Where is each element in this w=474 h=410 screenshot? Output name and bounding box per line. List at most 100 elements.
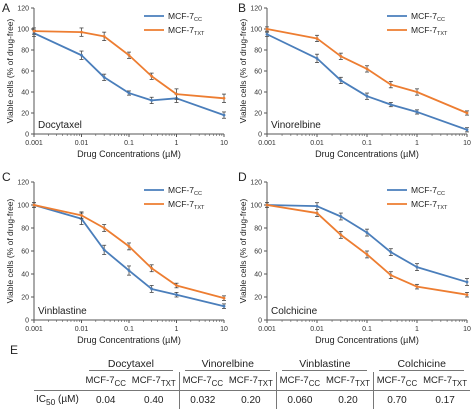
y-tick-label: 100 <box>250 27 262 34</box>
y-tick-label: 40 <box>21 90 29 97</box>
data-point-txt <box>127 245 131 248</box>
data-point-txt <box>222 296 226 300</box>
data-point-cc <box>175 293 178 297</box>
data-point-txt <box>222 96 226 100</box>
data-point-cc <box>365 231 369 235</box>
data-point-cc <box>339 79 343 82</box>
data-point-txt <box>175 284 178 287</box>
data-point-cc <box>315 204 319 208</box>
ic50-value: 0.032 <box>178 390 226 409</box>
cell-header: MCF-7CC <box>82 372 129 391</box>
data-point-cc <box>102 248 106 252</box>
data-point-cc <box>415 265 419 269</box>
series-line-cc <box>266 204 468 283</box>
x-tick-label: 1 <box>175 326 179 333</box>
ic50-table: Docytaxel Vinorelbine Vinblastine Colchi… <box>34 356 470 409</box>
x-tick-label: 1 <box>175 140 179 147</box>
data-point-txt <box>265 203 269 207</box>
panel-letter: C <box>2 170 11 184</box>
ic50-value: 0.40 <box>144 394 164 406</box>
y-tick-label: 60 <box>21 249 29 256</box>
data-point-txt <box>465 111 469 115</box>
data-point-cc <box>127 269 131 272</box>
panel-letter-e: E <box>10 343 19 357</box>
legend-label-txt: MCF-7TXT <box>411 199 448 211</box>
y-tick-label: 100 <box>17 203 29 210</box>
drug-header-docytaxel: Docytaxel <box>83 356 180 372</box>
y-axis-title: Viable cells (% of drug-free) <box>238 18 248 123</box>
y-tick-label: 0 <box>25 318 29 325</box>
y-tick-label: 80 <box>21 48 29 55</box>
cell-line-header-row: MCF-7CC MCF-7TXT MCF-7CC MCF-7TXT MCF-7C… <box>34 372 470 391</box>
y-tick-label: 120 <box>17 6 29 13</box>
x-axis-title: Drug Concentrations (µM) <box>315 149 419 159</box>
data-point-txt <box>80 213 83 217</box>
x-tick-label: 0.01 <box>310 326 324 333</box>
y-tick-label: 60 <box>21 69 29 76</box>
data-point-txt <box>415 285 419 289</box>
ic50-value: 0.20 <box>338 394 358 406</box>
x-tick-label: 0.1 <box>124 140 134 147</box>
x-tick-label: 1 <box>415 326 419 333</box>
y-tick-label: 20 <box>21 295 29 302</box>
data-point-txt <box>175 92 178 96</box>
x-tick-label: 0.001 <box>258 140 276 147</box>
data-point-txt <box>80 30 83 34</box>
ic50-value: 0.060 <box>275 390 324 409</box>
drug-annotation: Vinblastine <box>38 306 87 317</box>
x-tick-label: 0.01 <box>75 140 89 147</box>
ic50-value: 0.04 <box>95 394 116 406</box>
x-axis-title: Drug Concentrations (µM) <box>77 149 181 159</box>
x-tick-label: 10 <box>463 140 471 147</box>
y-tick-label: 120 <box>250 180 262 187</box>
y-tick-label: 0 <box>25 132 29 139</box>
legend-label-cc: MCF-7CC <box>411 185 445 197</box>
x-tick-label: 10 <box>220 140 228 147</box>
data-point-txt <box>389 273 393 277</box>
data-point-txt <box>415 90 419 94</box>
chart-panel-b: B 0 20 40 60 80 100 120 0.001 0.01 0.1 1 10 Drug Conc… <box>238 1 471 159</box>
y-tick-label: 120 <box>17 180 29 187</box>
data-point-cc <box>465 280 469 284</box>
x-tick-label: 0.001 <box>258 326 276 333</box>
x-tick-label: 0.001 <box>25 326 43 333</box>
y-tick-label: 40 <box>21 272 29 279</box>
panel-letter: B <box>238 1 246 15</box>
chart-panel-d: D 0 20 40 60 80 100 120 0.001 0.01 0.1 1 10 Drug Conc… <box>238 170 471 345</box>
data-point-cc <box>389 250 393 254</box>
ic50-row-label: IC50 (µM) <box>36 393 79 407</box>
cell-header: MCF-7TXT <box>128 372 180 391</box>
data-point-txt <box>315 37 319 40</box>
cell-header: MCF-7TXT <box>420 372 470 391</box>
x-tick-label: 0.001 <box>25 140 43 147</box>
drug-header-vinorelbine: Vinorelbine <box>179 356 276 372</box>
legend-label-cc: MCF-7CC <box>411 11 445 23</box>
series-line-txt <box>33 204 225 300</box>
x-axis-title: Drug Concentrations (µM) <box>315 335 419 345</box>
y-tick-label: 120 <box>250 6 262 13</box>
ic50-values-row: IC50 (µM) 0.04 0.40 0.032 0.20 0.060 0.2… <box>34 390 470 409</box>
data-point-txt <box>127 53 131 57</box>
data-point-cc <box>365 94 369 98</box>
y-tick-label: 80 <box>254 226 262 233</box>
y-axis-title: Viable cells (% of drug-free) <box>238 198 248 303</box>
y-tick-label: 100 <box>17 27 29 34</box>
chart-panel-c: C 0 20 40 60 80 100 120 0.001 0.01 0.1 1 10 Drug Conc… <box>2 170 228 345</box>
data-point-cc <box>150 99 154 102</box>
data-point-cc <box>415 110 419 114</box>
y-tick-label: 0 <box>258 318 262 325</box>
data-point-cc <box>465 128 469 132</box>
data-point-txt <box>32 203 36 207</box>
x-tick-label: 10 <box>220 326 228 333</box>
y-tick-label: 100 <box>250 203 262 210</box>
cell-header: MCF-7CC <box>178 372 226 391</box>
drug-header-colchicine: Colchicine <box>373 356 470 372</box>
x-tick-label: 0.1 <box>124 326 134 333</box>
series-line-txt <box>266 204 468 296</box>
y-tick-label: 60 <box>254 69 262 76</box>
data-point-cc <box>222 113 226 117</box>
data-point-cc <box>265 32 269 36</box>
drug-header-vinblastine: Vinblastine <box>276 356 373 372</box>
data-point-txt <box>365 253 369 256</box>
